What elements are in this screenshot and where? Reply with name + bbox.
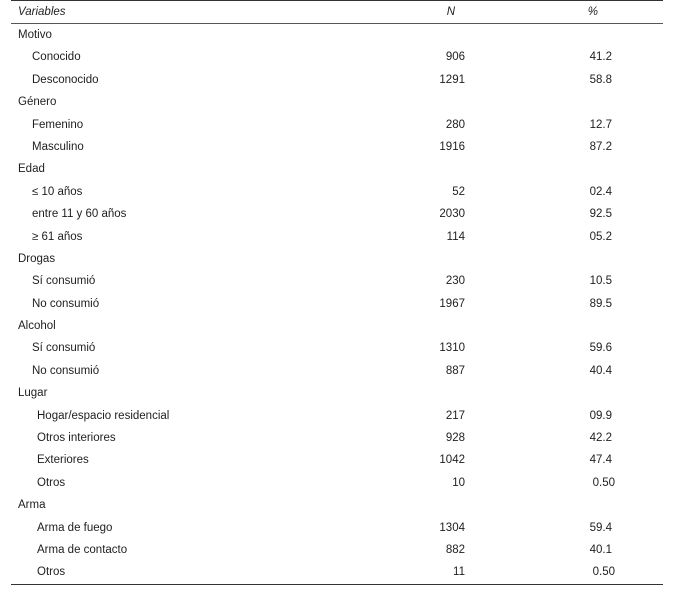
row-n: 1042 [439,454,465,467]
row-label: Hogar/espacio residencial [37,409,170,422]
table-row: Arma de fuego 1304 59.4 [11,517,663,539]
row-label: Otros [37,476,66,489]
row-label: No consumió [32,297,100,310]
row-pct: 47.4 [589,454,612,467]
header-pct: % [587,6,598,18]
row-n: 1304 [439,521,465,534]
table-row: Hogar/espacio residencial 217 09.9 [11,405,663,427]
row-n: 230 [445,275,465,288]
group-row: Edad [11,158,663,180]
row-label: No consumió [32,364,100,377]
row-pct: 02.4 [589,185,612,198]
table-row: No consumió 1967 89.5 [11,293,663,315]
row-n: 10 [452,476,465,489]
header-n: N [446,6,455,18]
group-label: Lugar [18,387,48,400]
table-row: Otros interiores 928 42.2 [11,427,663,449]
row-pct: 12.7 [589,118,612,131]
table-row: No consumió 887 40.4 [11,360,663,382]
group-row: Arma [11,494,663,516]
row-label: Otros [37,566,66,579]
table-row: Arma de contacto 882 40.1 [11,539,663,561]
row-n: 882 [445,543,465,556]
row-pct: 41.2 [589,51,612,64]
table-row: ≥ 61 años 114 05.2 [11,226,663,248]
group-label: Drogas [18,252,56,265]
row-n: 2030 [439,208,465,221]
row-n: 1310 [439,342,465,355]
group-label: Género [18,96,57,109]
row-label: entre 11 y 60 años [32,208,127,221]
row-label: Arma de fuego [37,521,113,534]
row-pct: 92.5 [589,208,612,221]
group-row: Motivo [11,24,663,46]
group-row: Lugar [11,382,663,404]
group-label: Arma [18,499,46,512]
row-pct: 0.50 [592,566,615,579]
group-label: Motivo [18,29,52,41]
row-label: ≥ 61 años [32,230,83,243]
row-pct: 87.2 [589,140,612,153]
row-label: Arma de contacto [37,543,128,556]
row-label: ≤ 10 años [32,185,83,198]
row-label: Femenino [32,118,84,131]
row-label: Masculino [32,140,84,153]
table-row: Sí consumió 230 10.5 [11,270,663,292]
row-label: Desconocido [32,73,99,86]
table-row: Otros 10 0.50 [11,472,663,494]
row-n: 1916 [439,140,465,153]
table-row: Otros 11 0.50 [11,561,663,583]
row-pct: 0.50 [592,476,615,489]
row-pct: 09.9 [589,409,612,422]
row-n: 217 [445,409,465,422]
row-n: 280 [445,118,465,131]
row-pct: 89.5 [589,297,612,310]
row-pct: 58.8 [589,73,612,86]
row-pct: 42.2 [589,432,612,445]
row-n: 906 [445,51,465,64]
group-label: Edad [18,163,45,176]
table-body: Motivo Conocido 906 41.2 Desconocido 1291 58.8… [11,24,663,584]
table-row: entre 11 y 60 años 2030 92.5 [11,203,663,225]
row-label: Exteriores [37,454,89,467]
row-n: 114 [446,230,465,243]
row-n: 1291 [439,73,465,86]
statistics-table: Variables N % Motivo Conocido 906 41.2 Desco… [11,0,663,585]
table-row: Femenino 280 12.7 [11,114,663,136]
row-n: 52 [452,185,465,198]
row-pct: 40.1 [589,543,612,556]
row-n: 887 [445,364,465,377]
group-row: Alcohol [11,315,663,337]
row-pct: 59.6 [589,342,612,355]
row-label: Sí consumió [32,275,96,288]
header-variables: Variables [18,6,66,18]
row-n: 1967 [439,297,465,310]
row-pct: 59.4 [589,521,612,534]
table-row: Conocido 906 41.2 [11,46,663,68]
row-pct: 05.2 [589,230,612,243]
group-row: Drogas [11,248,663,270]
row-pct: 40.4 [589,364,612,377]
table-row: Exteriores 1042 47.4 [11,449,663,471]
row-pct: 10.5 [589,275,612,288]
table-row: ≤ 10 años 52 02.4 [11,181,663,203]
table-row: Sí consumió 1310 59.6 [11,337,663,359]
table-row: Masculino 1916 87.2 [11,136,663,158]
row-label: Otros interiores [37,432,116,445]
table-row: Desconocido 1291 58.8 [11,69,663,91]
group-label: Alcohol [18,320,56,333]
row-label: Conocido [32,51,81,64]
group-row: Género [11,91,663,113]
table-header: Variables N % [11,1,663,24]
row-n: 928 [445,432,465,445]
row-n: 11 [453,566,465,579]
row-label: Sí consumió [32,342,96,355]
